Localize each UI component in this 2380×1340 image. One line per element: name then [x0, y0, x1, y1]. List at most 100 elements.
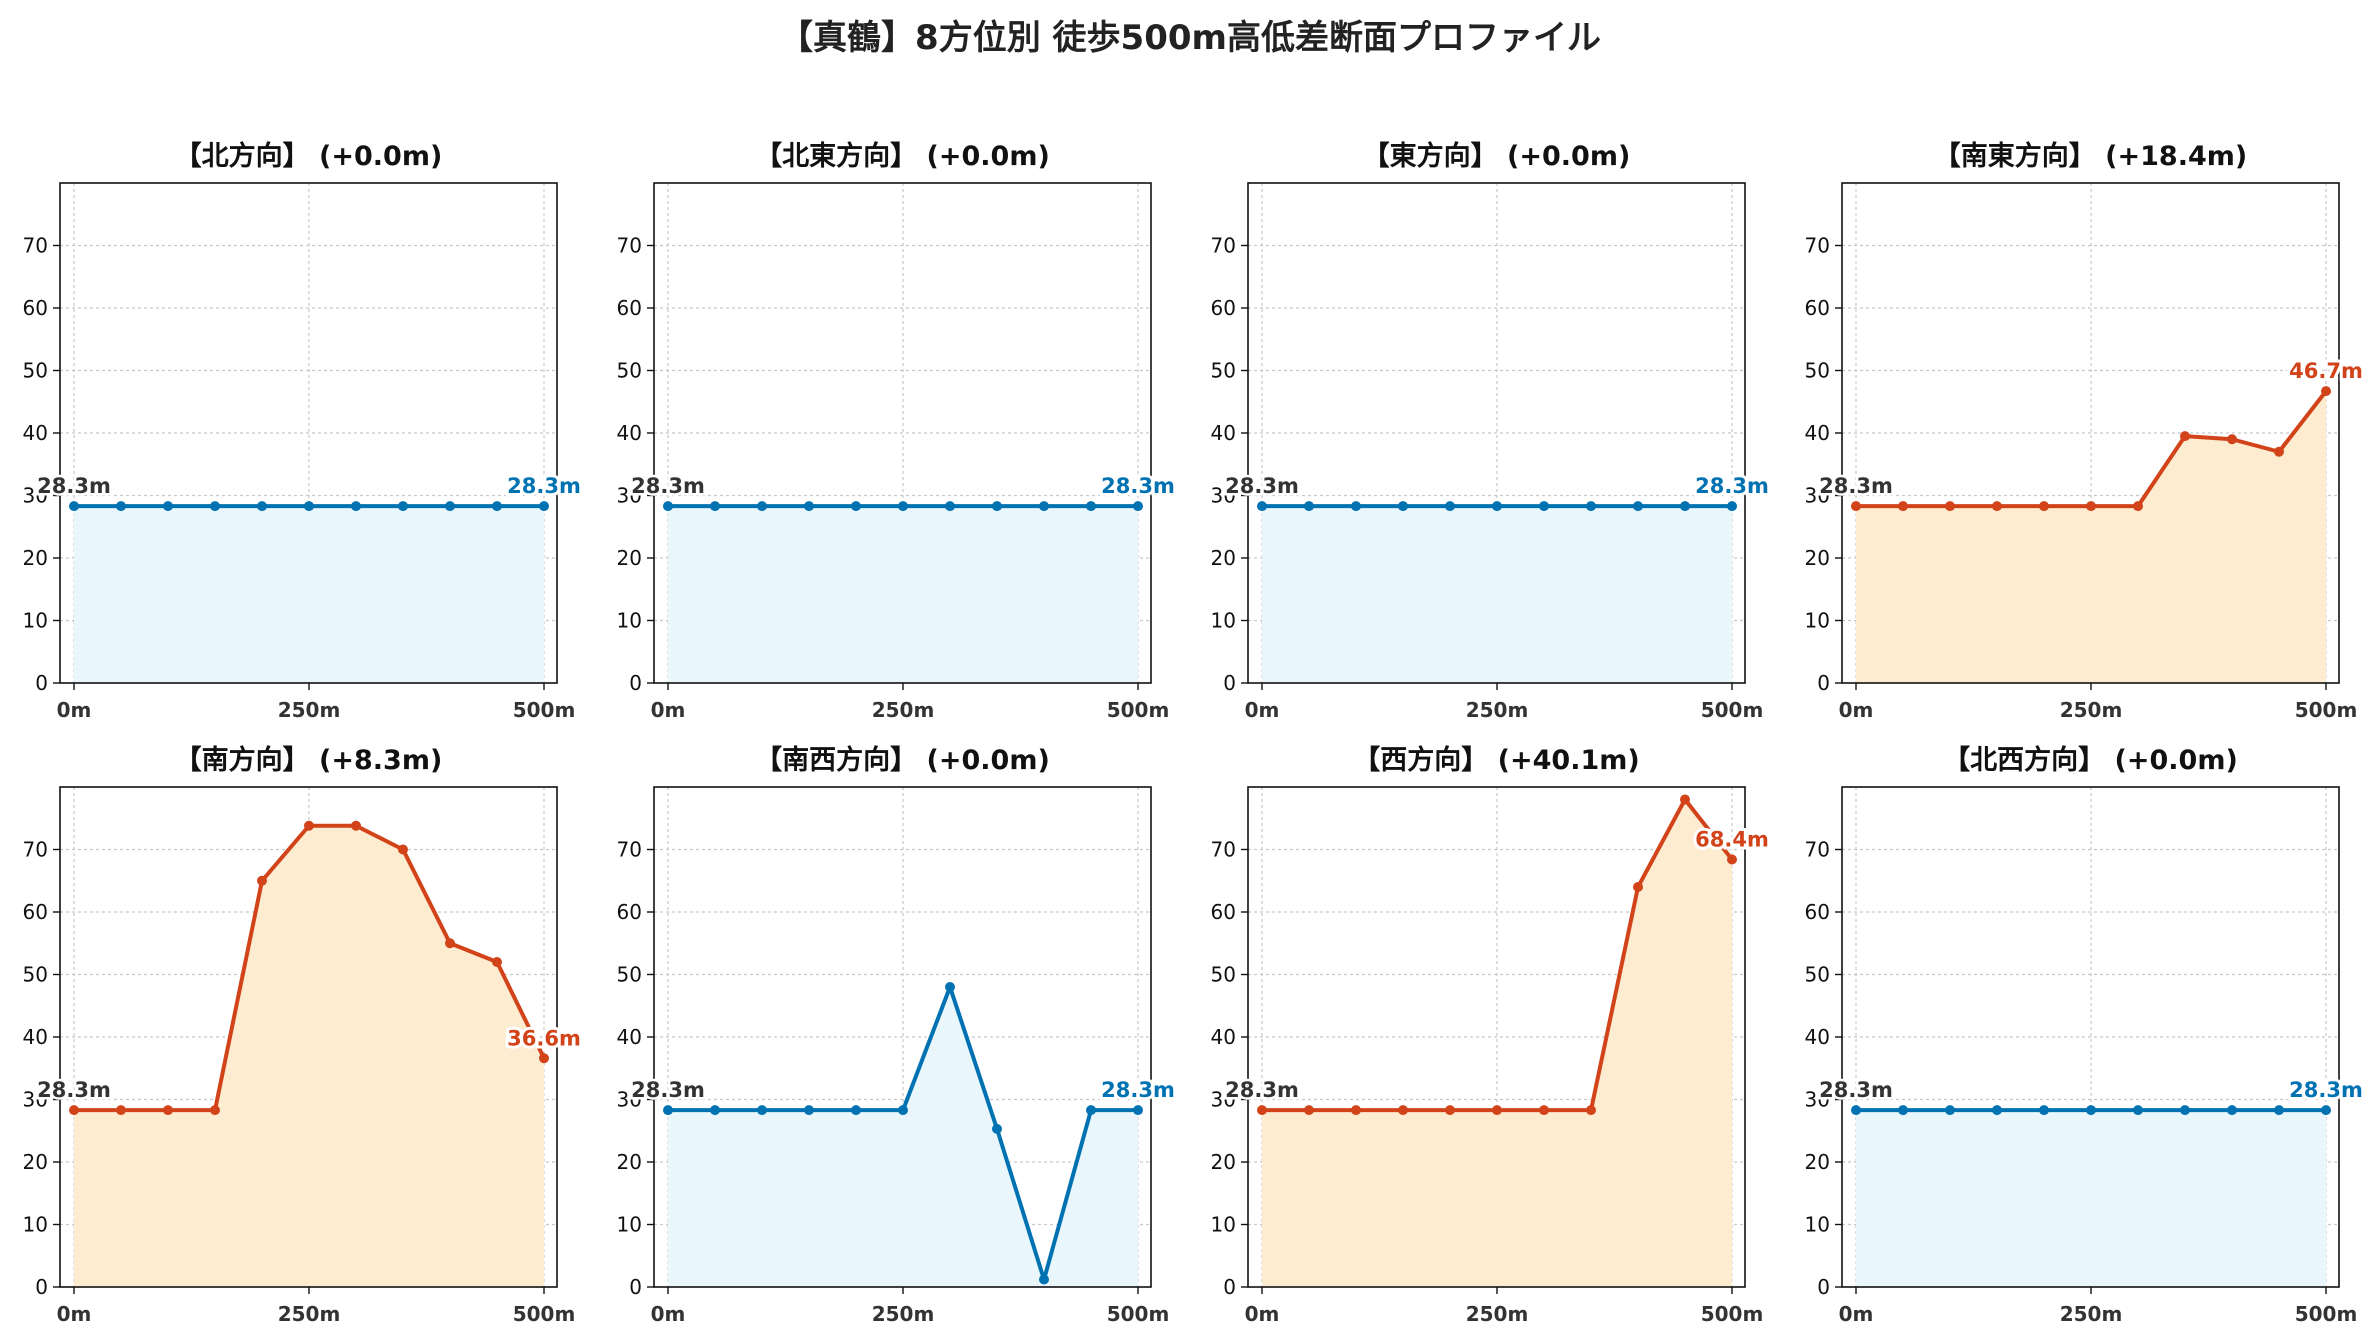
- x-tick-label: 500m: [1701, 1302, 1764, 1326]
- profile-panel-0: 【北方向】 (+0.0m) 0 10 20 30 40 50 60 70 0m 250m 500m 28…: [23, 140, 584, 722]
- x-tick-label: 500m: [513, 1302, 576, 1326]
- data-point: [2227, 434, 2237, 445]
- y-tick-label: 20: [1211, 1150, 1236, 1174]
- x-tick-label: 0m: [57, 1302, 92, 1326]
- data-point: [539, 501, 549, 512]
- y-tick-label: 40: [1211, 1025, 1236, 1049]
- y-tick-label: 40: [1805, 1025, 1830, 1049]
- profile-area: [668, 987, 1138, 1287]
- data-point: [898, 501, 908, 512]
- data-point: [539, 1053, 549, 1064]
- y-tick-label: 0: [629, 1275, 642, 1299]
- data-point: [945, 982, 955, 992]
- data-point: [492, 501, 502, 512]
- y-tick-label: 20: [23, 1150, 48, 1174]
- data-point: [351, 501, 361, 512]
- data-point: [2133, 1105, 2143, 1116]
- y-tick-label: 10: [1211, 1213, 1236, 1237]
- y-tick-label: 0: [1223, 671, 1236, 695]
- data-point: [1898, 1105, 1908, 1116]
- x-tick-label: 250m: [2060, 1302, 2123, 1326]
- x-tick-label: 500m: [1107, 698, 1170, 722]
- panel-title: 【東方向】 (+0.0m): [1363, 140, 1631, 172]
- data-point: [116, 501, 126, 512]
- profile-area: [74, 825, 544, 1287]
- y-tick-label: 0: [1817, 1275, 1830, 1299]
- data-point: [1133, 1105, 1143, 1116]
- data-point: [492, 957, 502, 967]
- profile-area: [1262, 799, 1732, 1287]
- panel-title: 【南西方向】 (+0.0m): [755, 744, 1050, 776]
- data-point: [1351, 1105, 1361, 1116]
- x-tick-label: 250m: [2060, 698, 2123, 722]
- end-elevation-label: 28.3m: [2289, 1078, 2363, 1102]
- panel-title: 【北方向】 (+0.0m): [175, 140, 443, 172]
- data-point: [1633, 501, 1643, 512]
- x-tick-label: 0m: [57, 698, 92, 722]
- profile-panel-5: 【南西方向】 (+0.0m) 0 10 20 30 40 50 60 70 0m 250m 500m 2…: [617, 744, 1178, 1326]
- data-point: [2086, 1105, 2096, 1116]
- y-tick-label: 10: [23, 1213, 48, 1237]
- y-tick-label: 50: [617, 963, 642, 987]
- data-point: [1727, 501, 1737, 512]
- data-point: [69, 1105, 79, 1116]
- x-tick-label: 250m: [1466, 1302, 1529, 1326]
- y-tick-label: 40: [617, 421, 642, 445]
- y-tick-label: 10: [1211, 609, 1236, 633]
- y-tick-label: 60: [1805, 900, 1830, 924]
- y-tick-label: 50: [23, 963, 48, 987]
- y-tick-label: 30: [1805, 1088, 1830, 1112]
- profile-area: [1856, 391, 2326, 683]
- y-tick-label: 50: [617, 359, 642, 383]
- data-point: [663, 1105, 673, 1116]
- y-tick-label: 30: [617, 484, 642, 508]
- y-tick-label: 70: [23, 838, 48, 862]
- data-point: [710, 1105, 720, 1116]
- x-tick-label: 0m: [1839, 698, 1874, 722]
- y-tick-label: 20: [1805, 546, 1830, 570]
- data-point: [304, 501, 314, 512]
- x-tick-label: 500m: [1107, 1302, 1170, 1326]
- y-tick-label: 40: [1805, 421, 1830, 445]
- y-tick-label: 60: [1211, 900, 1236, 924]
- y-tick-label: 30: [1805, 484, 1830, 508]
- y-tick-label: 60: [1805, 296, 1830, 320]
- y-tick-label: 0: [1223, 1275, 1236, 1299]
- panel-title: 【北西方向】 (+0.0m): [1943, 744, 2238, 776]
- start-elevation-label: 28.3m: [631, 474, 705, 498]
- data-point: [351, 820, 361, 831]
- data-point: [2086, 501, 2096, 512]
- data-point: [898, 1105, 908, 1116]
- data-point: [992, 501, 1002, 512]
- data-point: [163, 501, 173, 512]
- y-tick-label: 40: [617, 1025, 642, 1049]
- figure-title: 【真鶴】8方位別 徒歩500m高低差断面プロファイル: [779, 18, 1601, 58]
- panel-title: 【南東方向】 (+18.4m): [1934, 140, 2247, 172]
- data-point: [1992, 1105, 2002, 1116]
- y-tick-label: 70: [1805, 838, 1830, 862]
- end-elevation-label: 28.3m: [1695, 474, 1769, 498]
- data-point: [1304, 501, 1314, 512]
- panel-title: 【南方向】 (+8.3m): [175, 744, 443, 776]
- profile-area: [668, 506, 1138, 683]
- data-point: [2133, 501, 2143, 512]
- y-tick-label: 50: [1211, 963, 1236, 987]
- data-point: [1539, 1105, 1549, 1116]
- profile-area: [74, 506, 544, 683]
- data-point: [757, 1105, 767, 1116]
- y-tick-label: 50: [1211, 359, 1236, 383]
- data-point: [2274, 1105, 2284, 1116]
- data-point: [1086, 1105, 1096, 1116]
- x-tick-label: 0m: [1245, 698, 1280, 722]
- data-point: [1257, 501, 1267, 512]
- y-tick-label: 70: [1805, 234, 1830, 258]
- end-elevation-label: 28.3m: [507, 474, 581, 498]
- data-point: [2321, 1105, 2331, 1116]
- data-point: [992, 1123, 1002, 1134]
- data-point: [1945, 1105, 1955, 1116]
- start-elevation-label: 28.3m: [1225, 1078, 1299, 1102]
- data-point: [2274, 446, 2284, 457]
- y-tick-label: 20: [617, 546, 642, 570]
- x-tick-label: 250m: [278, 698, 341, 722]
- y-tick-label: 50: [1805, 963, 1830, 987]
